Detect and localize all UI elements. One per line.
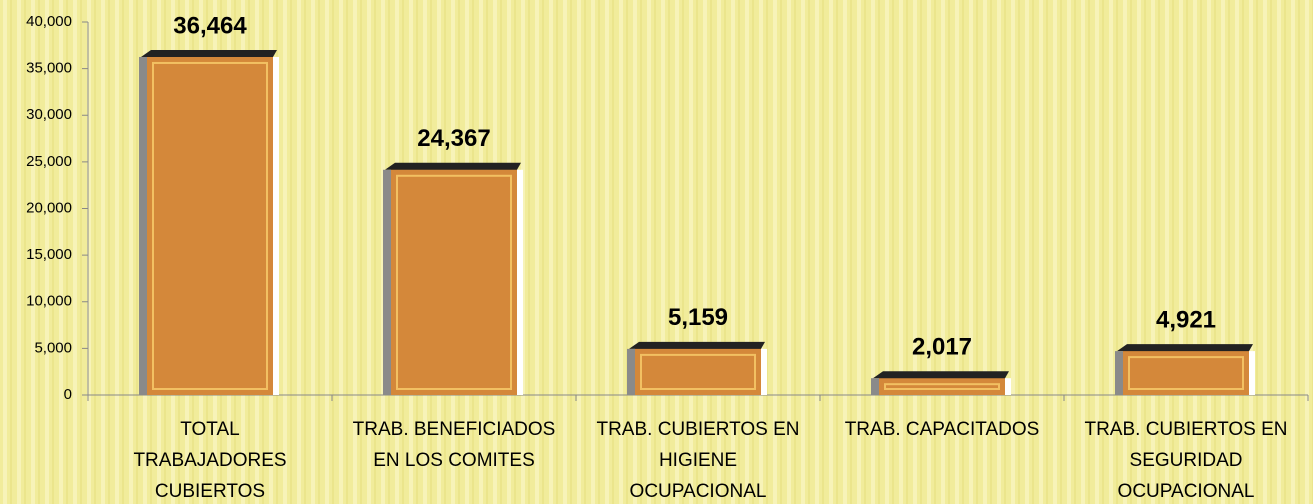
y-tick-label: 0 [64, 386, 72, 403]
x-tick-label: TRAB. CUBIERTOS EN SEGURIDAD OCUPACIONAL [1084, 419, 1287, 502]
value-label: 4,921 [1156, 306, 1216, 333]
bar-inner [640, 353, 756, 391]
x-tick-label: TRAB. BENEFICIADOS EN LOS COMITES [353, 419, 556, 471]
bar-bevel-right [1005, 378, 1011, 395]
y-tick-label: 10,000 [26, 293, 72, 310]
bar-bevel-left [139, 56, 147, 395]
y-tick-label: 35,000 [26, 60, 72, 77]
x-tick-label: TRAB. CUBIERTOS EN HIGIENE OCUPACIONAL [596, 419, 799, 502]
bar-bevel-right [761, 348, 767, 395]
y-tick-label: 15,000 [26, 246, 72, 263]
y-tick-label: 25,000 [26, 153, 72, 170]
bar-bevel-top [385, 162, 521, 170]
bar [391, 167, 517, 395]
value-label: 2,017 [912, 334, 972, 361]
bar [147, 54, 273, 395]
bar-bevel-top [629, 341, 765, 349]
bar-bevel-left [627, 348, 635, 395]
bar-inner [1128, 356, 1244, 390]
bar-bevel-top [141, 49, 277, 57]
bar-bevel-right [273, 56, 279, 395]
y-tick-label: 30,000 [26, 106, 72, 123]
bar-bevel-left [871, 378, 879, 395]
bar-inner [396, 174, 512, 390]
bar [879, 376, 1005, 395]
x-tick-label: TRAB. CAPACITADOS [845, 419, 1040, 440]
y-tick-label: 40,000 [26, 13, 72, 30]
bar-inner [884, 383, 1000, 390]
value-label: 36,464 [173, 12, 247, 39]
bar-bevel-top [1117, 344, 1253, 352]
bar-bevel-left [1115, 351, 1123, 395]
x-tick-label: TOTAL TRABAJADORES CUBIERTOS [133, 419, 286, 502]
y-tick-label: 20,000 [26, 199, 72, 216]
bar-bevel-right [517, 169, 523, 395]
value-label: 24,367 [417, 125, 490, 152]
bar-bevel-left [383, 169, 391, 395]
bar-bevel-right [1249, 351, 1255, 395]
bar-inner [152, 61, 268, 390]
value-label: 5,159 [668, 304, 728, 331]
y-tick-label: 5,000 [34, 339, 72, 356]
bar-bevel-top [873, 371, 1009, 379]
